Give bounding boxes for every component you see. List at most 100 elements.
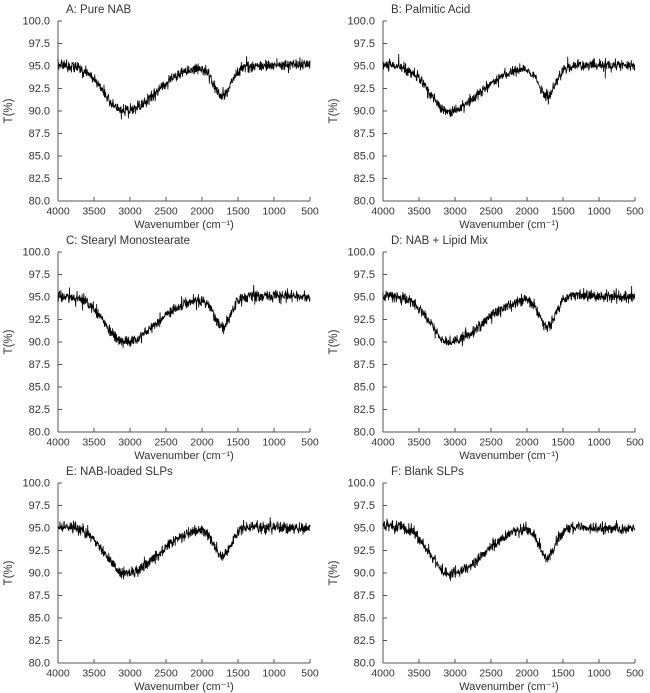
svg-text:100.0: 100.0 bbox=[22, 478, 50, 490]
svg-text:1500: 1500 bbox=[226, 206, 250, 218]
svg-text:1000: 1000 bbox=[262, 206, 286, 218]
svg-text:500: 500 bbox=[301, 437, 319, 449]
svg-text:3000: 3000 bbox=[118, 668, 142, 680]
svg-text:4000: 4000 bbox=[371, 668, 395, 680]
svg-text:T(%): T(%) bbox=[3, 560, 15, 585]
svg-text:1000: 1000 bbox=[587, 668, 611, 680]
svg-text:85.0: 85.0 bbox=[29, 151, 50, 163]
svg-text:A: Pure NAB: A: Pure NAB bbox=[66, 4, 132, 16]
svg-text:87.5: 87.5 bbox=[29, 128, 50, 140]
svg-text:4000: 4000 bbox=[46, 437, 70, 449]
svg-text:82.5: 82.5 bbox=[29, 173, 50, 185]
svg-text:T(%): T(%) bbox=[328, 98, 340, 123]
svg-text:1500: 1500 bbox=[551, 437, 575, 449]
svg-text:Wavenumber (cm⁻¹): Wavenumber (cm⁻¹) bbox=[459, 219, 559, 231]
svg-text:85.0: 85.0 bbox=[354, 382, 375, 394]
svg-text:95.0: 95.0 bbox=[354, 523, 375, 535]
svg-text:3000: 3000 bbox=[118, 437, 142, 449]
svg-text:92.5: 92.5 bbox=[29, 314, 50, 326]
svg-text:95.0: 95.0 bbox=[29, 523, 50, 535]
svg-text:90.0: 90.0 bbox=[29, 568, 50, 580]
svg-text:2000: 2000 bbox=[515, 668, 539, 680]
svg-text:1500: 1500 bbox=[226, 437, 250, 449]
svg-text:Wavenumber (cm⁻¹): Wavenumber (cm⁻¹) bbox=[459, 450, 559, 462]
svg-text:92.5: 92.5 bbox=[354, 83, 375, 95]
svg-text:1000: 1000 bbox=[587, 206, 611, 218]
svg-text:97.5: 97.5 bbox=[29, 269, 50, 281]
svg-text:3500: 3500 bbox=[407, 437, 431, 449]
svg-text:2500: 2500 bbox=[154, 206, 178, 218]
svg-text:90.0: 90.0 bbox=[354, 337, 375, 349]
svg-text:1000: 1000 bbox=[262, 437, 286, 449]
svg-text:T(%): T(%) bbox=[328, 329, 340, 354]
svg-text:Wavenumber (cm⁻¹): Wavenumber (cm⁻¹) bbox=[134, 450, 234, 462]
svg-text:Wavenumber (cm⁻¹): Wavenumber (cm⁻¹) bbox=[134, 219, 234, 231]
svg-text:C: Stearyl Monostearate: C: Stearyl Monostearate bbox=[66, 235, 190, 247]
svg-text:B: Palmitic Acid: B: Palmitic Acid bbox=[391, 4, 470, 16]
svg-text:90.0: 90.0 bbox=[354, 106, 375, 118]
svg-text:Wavenumber (cm⁻¹): Wavenumber (cm⁻¹) bbox=[459, 681, 559, 693]
svg-text:2500: 2500 bbox=[154, 437, 178, 449]
svg-text:100.0: 100.0 bbox=[347, 247, 375, 259]
svg-text:3000: 3000 bbox=[443, 668, 467, 680]
svg-text:3000: 3000 bbox=[443, 206, 467, 218]
svg-text:90.0: 90.0 bbox=[29, 106, 50, 118]
svg-text:2000: 2000 bbox=[190, 206, 214, 218]
svg-text:E: NAB-loaded SLPs: E: NAB-loaded SLPs bbox=[66, 466, 173, 478]
svg-text:1000: 1000 bbox=[587, 437, 611, 449]
svg-text:82.5: 82.5 bbox=[354, 635, 375, 647]
svg-text:500: 500 bbox=[301, 206, 319, 218]
svg-text:4000: 4000 bbox=[371, 206, 395, 218]
svg-text:T(%): T(%) bbox=[328, 560, 340, 585]
svg-text:4000: 4000 bbox=[371, 437, 395, 449]
svg-text:82.5: 82.5 bbox=[29, 635, 50, 647]
svg-text:1500: 1500 bbox=[551, 206, 575, 218]
svg-text:2500: 2500 bbox=[479, 668, 503, 680]
svg-text:Wavenumber (cm⁻¹): Wavenumber (cm⁻¹) bbox=[134, 681, 234, 693]
svg-text:92.5: 92.5 bbox=[354, 314, 375, 326]
svg-text:97.5: 97.5 bbox=[29, 38, 50, 50]
svg-text:2500: 2500 bbox=[479, 206, 503, 218]
svg-text:82.5: 82.5 bbox=[354, 404, 375, 416]
svg-text:95.0: 95.0 bbox=[354, 292, 375, 304]
svg-text:97.5: 97.5 bbox=[354, 500, 375, 512]
svg-text:3000: 3000 bbox=[118, 206, 142, 218]
svg-text:500: 500 bbox=[301, 668, 319, 680]
svg-text:100.0: 100.0 bbox=[347, 478, 375, 490]
svg-text:90.0: 90.0 bbox=[354, 568, 375, 580]
svg-text:500: 500 bbox=[626, 437, 644, 449]
svg-text:95.0: 95.0 bbox=[29, 292, 50, 304]
svg-text:T(%): T(%) bbox=[3, 98, 15, 123]
svg-text:2000: 2000 bbox=[515, 206, 539, 218]
svg-text:4000: 4000 bbox=[46, 206, 70, 218]
svg-text:82.5: 82.5 bbox=[29, 404, 50, 416]
svg-text:95.0: 95.0 bbox=[29, 61, 50, 73]
svg-text:1500: 1500 bbox=[226, 668, 250, 680]
svg-text:2000: 2000 bbox=[190, 668, 214, 680]
svg-text:3500: 3500 bbox=[407, 668, 431, 680]
svg-text:500: 500 bbox=[626, 668, 644, 680]
svg-text:100.0: 100.0 bbox=[347, 16, 375, 28]
svg-text:85.0: 85.0 bbox=[29, 382, 50, 394]
svg-text:92.5: 92.5 bbox=[354, 545, 375, 557]
svg-text:85.0: 85.0 bbox=[29, 613, 50, 625]
svg-text:92.5: 92.5 bbox=[29, 545, 50, 557]
svg-text:87.5: 87.5 bbox=[354, 359, 375, 371]
svg-text:1000: 1000 bbox=[262, 668, 286, 680]
svg-text:500: 500 bbox=[626, 206, 644, 218]
svg-text:D: NAB + Lipid Mix: D: NAB + Lipid Mix bbox=[391, 235, 488, 247]
svg-text:87.5: 87.5 bbox=[29, 590, 50, 602]
svg-text:1500: 1500 bbox=[551, 668, 575, 680]
svg-text:92.5: 92.5 bbox=[29, 83, 50, 95]
svg-text:85.0: 85.0 bbox=[354, 151, 375, 163]
svg-text:T(%): T(%) bbox=[3, 329, 15, 354]
svg-text:82.5: 82.5 bbox=[354, 173, 375, 185]
svg-text:2500: 2500 bbox=[479, 437, 503, 449]
svg-text:100.0: 100.0 bbox=[22, 16, 50, 28]
svg-text:3500: 3500 bbox=[82, 437, 106, 449]
svg-text:95.0: 95.0 bbox=[354, 61, 375, 73]
svg-text:85.0: 85.0 bbox=[354, 613, 375, 625]
svg-text:F: Blank SLPs: F: Blank SLPs bbox=[391, 466, 464, 478]
svg-text:3000: 3000 bbox=[443, 437, 467, 449]
svg-text:3500: 3500 bbox=[407, 206, 431, 218]
